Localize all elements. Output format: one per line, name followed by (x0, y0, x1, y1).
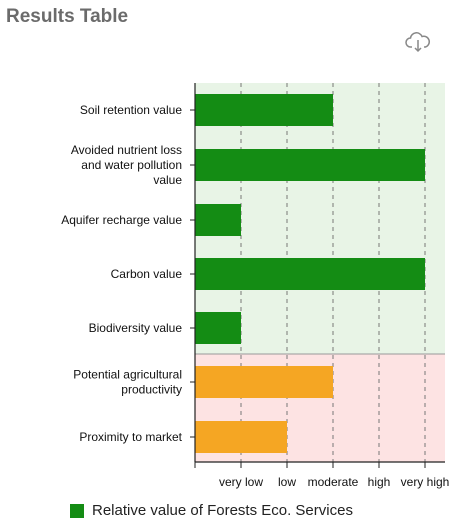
category-label: Potential agricultural productivity (73, 368, 182, 397)
bar-5 (195, 312, 241, 344)
category-label: Biodiversity value (89, 321, 183, 335)
bar-7 (195, 421, 287, 453)
x-tick-label: very high (401, 475, 450, 489)
bar-1 (195, 94, 333, 126)
results-bar-chart: Soil retention value Avoided nutrient los… (61, 83, 450, 489)
bar-3 (195, 204, 241, 236)
bar-4 (195, 258, 425, 290)
x-tick-label: moderate (308, 475, 359, 489)
download-button[interactable] (404, 30, 432, 54)
x-tick-label: low (278, 475, 296, 489)
x-tick-label: high (368, 475, 391, 489)
x-tick-label: very low (219, 475, 263, 489)
legend-swatch (70, 503, 84, 518)
category-label: Soil retention value (80, 103, 182, 117)
bar-6 (195, 366, 333, 398)
category-label: Proximity to market (79, 430, 182, 444)
category-label: Avoided nutrient loss and water pollution… (71, 143, 183, 187)
category-label: Aquifer recharge value (61, 213, 182, 227)
legend-label: Relative value of Forests Eco. Services (92, 502, 353, 519)
category-label: Carbon value (111, 267, 183, 281)
chart-legend: Relative value of Forests Eco. Services (70, 502, 353, 519)
page-title: Results Table (6, 6, 129, 27)
bar-2 (195, 149, 425, 181)
cloud-download-icon (405, 32, 430, 53)
